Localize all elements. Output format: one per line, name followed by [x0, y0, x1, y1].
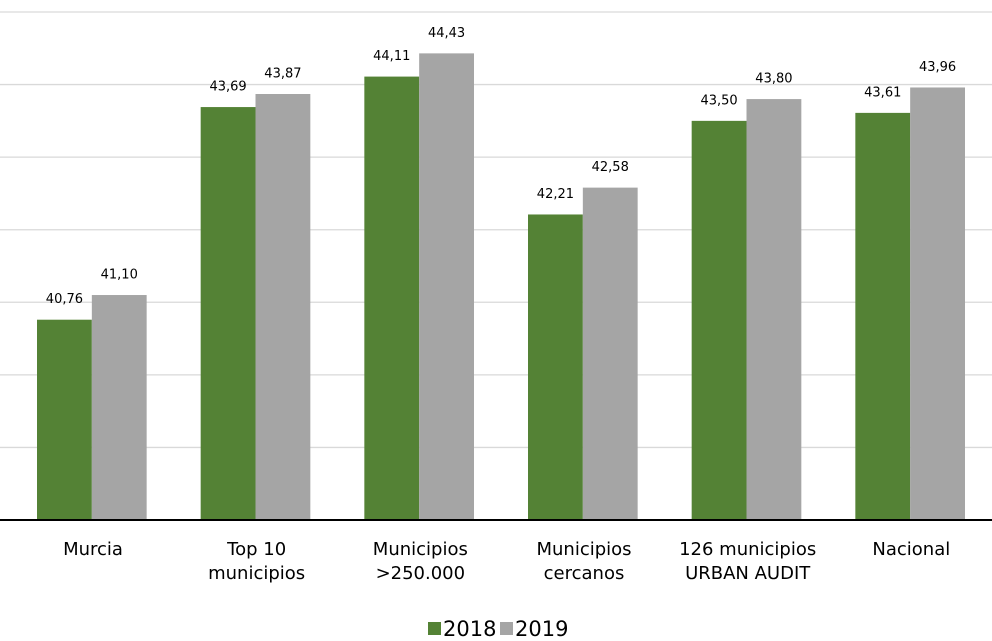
bar: [37, 319, 92, 520]
bar: [528, 214, 583, 520]
x-tick-label: Murcia: [63, 539, 123, 560]
data-label: 42,58: [592, 160, 629, 175]
bar: [364, 76, 420, 521]
x-tick-label: Municipios cercanos: [536, 539, 632, 584]
x-tick-label: Municipios >250.000: [372, 539, 468, 584]
data-label: 41,10: [101, 268, 138, 283]
data-label: 42,21: [537, 187, 574, 202]
data-label: 43,69: [209, 80, 246, 95]
bar: [582, 187, 638, 520]
bar: [746, 99, 802, 520]
bar: [91, 295, 147, 520]
data-label: 40,76: [46, 292, 83, 307]
x-tick-label: Top 10 municipios: [208, 539, 306, 584]
data-label: 43,80: [755, 72, 792, 87]
x-tick-label: 126 municipios URBAN AUDIT: [679, 539, 817, 584]
x-tick-label: Nacional: [872, 539, 951, 560]
bar: [910, 87, 965, 520]
bar: [419, 53, 474, 520]
data-label: 43,96: [919, 60, 956, 75]
legend-label: 2018: [443, 617, 496, 641]
data-label: 44,11: [373, 49, 410, 64]
data-label: 43,87: [264, 67, 301, 82]
legend-label: 2019: [515, 617, 568, 641]
bar: [200, 107, 256, 520]
data-label: 44,43: [428, 26, 465, 41]
bar: [691, 120, 747, 520]
legend-swatch: [428, 622, 441, 635]
bar: [855, 112, 911, 521]
legend-swatch: [500, 622, 513, 635]
bar: [255, 94, 311, 521]
data-label: 43,61: [864, 85, 901, 100]
data-label: 43,50: [700, 93, 737, 108]
